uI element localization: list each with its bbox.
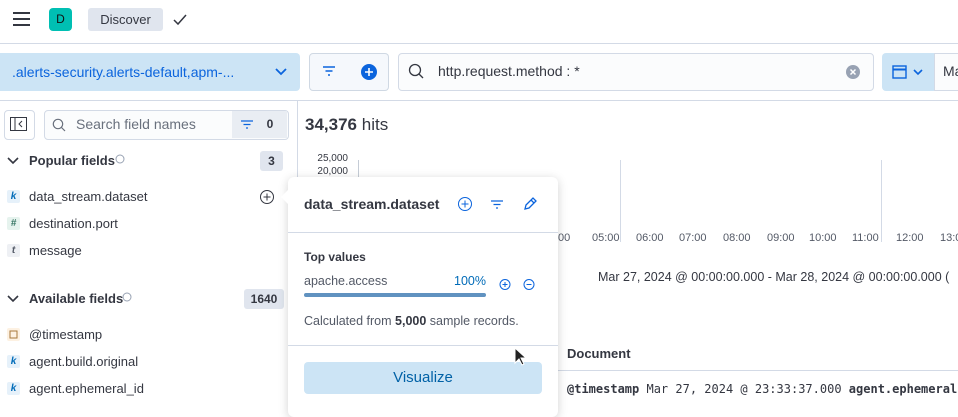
date-type-icon — [7, 328, 20, 341]
note-text: sample records. — [429, 314, 519, 328]
top-value-percent: 100% — [454, 274, 486, 288]
help-icon — [115, 154, 125, 164]
popover-arrow — [281, 188, 290, 206]
search-icon — [52, 118, 66, 132]
field-name[interactable]: message — [29, 243, 82, 258]
field-name[interactable]: agent.build.original — [29, 354, 139, 369]
sidebar-toggle[interactable] — [4, 110, 35, 140]
hits-count: 34,376 — [305, 115, 357, 134]
table-header: Document — [567, 346, 631, 361]
x-label: 13:00 — [940, 232, 958, 244]
type-token: # — [7, 217, 20, 230]
y-label: 25,000 — [317, 153, 348, 164]
discover-screen: D Discover .alerts-security.alerts-defau… — [0, 0, 958, 403]
x-label: 07:00 — [679, 232, 707, 244]
y-label: 20,000 — [317, 166, 348, 177]
edit-icon[interactable] — [523, 197, 537, 211]
table-border — [558, 370, 958, 371]
add-icon[interactable] — [457, 196, 473, 212]
breadcrumb[interactable]: Discover — [88, 8, 163, 31]
value-actions[interactable] — [499, 278, 535, 292]
page: {"header":{"avatar":"D","breadcrumb":"Di… — [0, 0, 958, 403]
field-name[interactable]: destination.port — [29, 216, 118, 231]
divider — [288, 345, 558, 346]
date-picker-button[interactable] — [882, 53, 934, 91]
field-filter-button[interactable] — [232, 111, 287, 138]
avatar[interactable]: D — [49, 8, 72, 31]
type-token: k — [7, 382, 20, 395]
visualize-button[interactable]: Visualize — [304, 362, 542, 394]
query-text: http.request.method : * — [438, 63, 580, 79]
mouse-cursor — [514, 346, 528, 366]
search-icon — [408, 63, 424, 79]
hits: 34,376 hits — [305, 115, 388, 135]
field-name[interactable]: @timestamp — [29, 327, 103, 342]
document-row[interactable]: @timestamp Mar 27, 2024 @ 23:33:37.000 a… — [567, 382, 957, 396]
plus-icon — [361, 64, 377, 80]
filter-icon — [241, 120, 253, 129]
field-name[interactable]: agent.ephemeral_id — [29, 381, 144, 396]
count-badge: 3 — [260, 151, 283, 171]
type-token: k — [7, 190, 20, 203]
doc-field: @timestamp — [567, 382, 640, 396]
note-count: 5,000 — [395, 314, 427, 328]
divider — [288, 232, 558, 233]
clear-icon[interactable] — [846, 65, 860, 79]
filter-count: 0 — [266, 117, 274, 131]
check-icon — [173, 14, 187, 26]
sample-note: Calculated from 5,000 sample records. — [304, 314, 519, 328]
x-label: 10:00 — [809, 232, 837, 244]
hits-label: hits — [361, 115, 389, 134]
time-range: Mar 27, 2024 @ 00:00:00.000 - Mar 28, 20… — [598, 270, 950, 284]
section-title: Top values — [304, 250, 366, 264]
filter-button[interactable] — [309, 53, 349, 91]
add-field-icon[interactable] — [259, 189, 275, 205]
date-start-text: Ma — [943, 63, 958, 79]
chevron — [275, 68, 287, 76]
section-title: Available fields — [29, 291, 124, 306]
popover-title: data_stream.dataset — [304, 196, 440, 212]
type-token: k — [7, 355, 20, 368]
field-name[interactable]: data_stream.dataset — [29, 189, 148, 204]
count-badge: 1640 — [244, 289, 284, 309]
grid-line — [620, 160, 621, 242]
calendar-icon — [892, 65, 923, 79]
chevron[interactable] — [7, 157, 19, 165]
x-label: 05:00 — [592, 232, 620, 244]
index-pattern: .alerts-security.alerts-default,apm-... — [12, 64, 235, 80]
toggle-icon — [10, 117, 27, 131]
help-icon — [122, 292, 132, 302]
doc-field: agent.ephemeral — [848, 382, 958, 396]
query-input[interactable] — [398, 53, 874, 91]
top-value-bar — [304, 293, 486, 297]
top-bar — [0, 0, 958, 44]
divider — [0, 100, 958, 101]
type-token: t — [7, 244, 20, 257]
x-label: 09:00 — [767, 232, 795, 244]
search-placeholder: Search field names — [76, 116, 196, 132]
chevron[interactable] — [7, 295, 19, 303]
x-label: 00 — [558, 232, 571, 244]
note-text: Calculated from — [304, 314, 392, 328]
x-label: 12:00 — [896, 232, 924, 244]
index-pattern-button[interactable] — [0, 53, 300, 91]
x-label: 08:00 — [723, 232, 751, 244]
filter-icon — [323, 66, 335, 76]
section-title: Popular fields — [29, 153, 115, 168]
x-label: 11:00 — [852, 232, 879, 244]
date-start[interactable] — [934, 53, 958, 91]
filter-icon[interactable] — [491, 200, 503, 209]
grid-line — [881, 160, 882, 242]
doc-value: Mar 27, 2024 @ 23:33:37.000 — [646, 382, 842, 396]
x-label: 06:00 — [636, 232, 664, 244]
top-value-name: apache.access — [304, 274, 388, 288]
menu-button[interactable] — [13, 12, 31, 28]
